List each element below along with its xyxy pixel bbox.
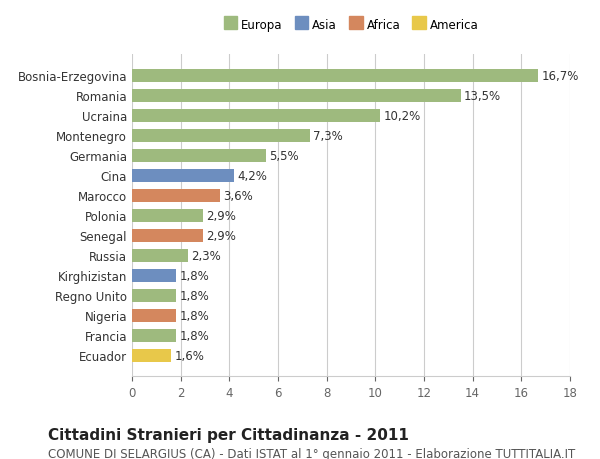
Bar bbox=[132, 189, 220, 202]
Text: 3,6%: 3,6% bbox=[223, 189, 253, 202]
Bar bbox=[132, 229, 203, 242]
Text: 4,2%: 4,2% bbox=[238, 169, 268, 182]
Text: 10,2%: 10,2% bbox=[384, 110, 421, 123]
Bar bbox=[132, 289, 176, 302]
Text: 1,8%: 1,8% bbox=[179, 329, 209, 342]
Bar bbox=[132, 129, 310, 142]
Text: 1,6%: 1,6% bbox=[175, 349, 205, 362]
Text: 13,5%: 13,5% bbox=[464, 90, 501, 103]
Bar bbox=[132, 249, 188, 262]
Text: 1,8%: 1,8% bbox=[179, 269, 209, 282]
Text: 2,9%: 2,9% bbox=[206, 229, 236, 242]
Bar bbox=[132, 150, 266, 162]
Bar bbox=[132, 209, 203, 222]
Bar bbox=[132, 70, 538, 83]
Legend: Europa, Asia, Africa, America: Europa, Asia, Africa, America bbox=[223, 19, 479, 32]
Text: 1,8%: 1,8% bbox=[179, 289, 209, 302]
Bar bbox=[132, 169, 234, 182]
Bar bbox=[132, 329, 176, 342]
Text: 16,7%: 16,7% bbox=[542, 70, 580, 83]
Bar bbox=[132, 269, 176, 282]
Text: 7,3%: 7,3% bbox=[313, 129, 343, 142]
Text: COMUNE DI SELARGIUS (CA) - Dati ISTAT al 1° gennaio 2011 - Elaborazione TUTTITAL: COMUNE DI SELARGIUS (CA) - Dati ISTAT al… bbox=[48, 448, 575, 459]
Text: 1,8%: 1,8% bbox=[179, 309, 209, 322]
Text: 5,5%: 5,5% bbox=[269, 150, 299, 162]
Text: 2,3%: 2,3% bbox=[191, 249, 221, 262]
Bar bbox=[132, 309, 176, 322]
Text: Cittadini Stranieri per Cittadinanza - 2011: Cittadini Stranieri per Cittadinanza - 2… bbox=[48, 427, 409, 442]
Bar bbox=[132, 110, 380, 123]
Bar bbox=[132, 90, 461, 102]
Text: 2,9%: 2,9% bbox=[206, 209, 236, 222]
Bar bbox=[132, 349, 171, 362]
